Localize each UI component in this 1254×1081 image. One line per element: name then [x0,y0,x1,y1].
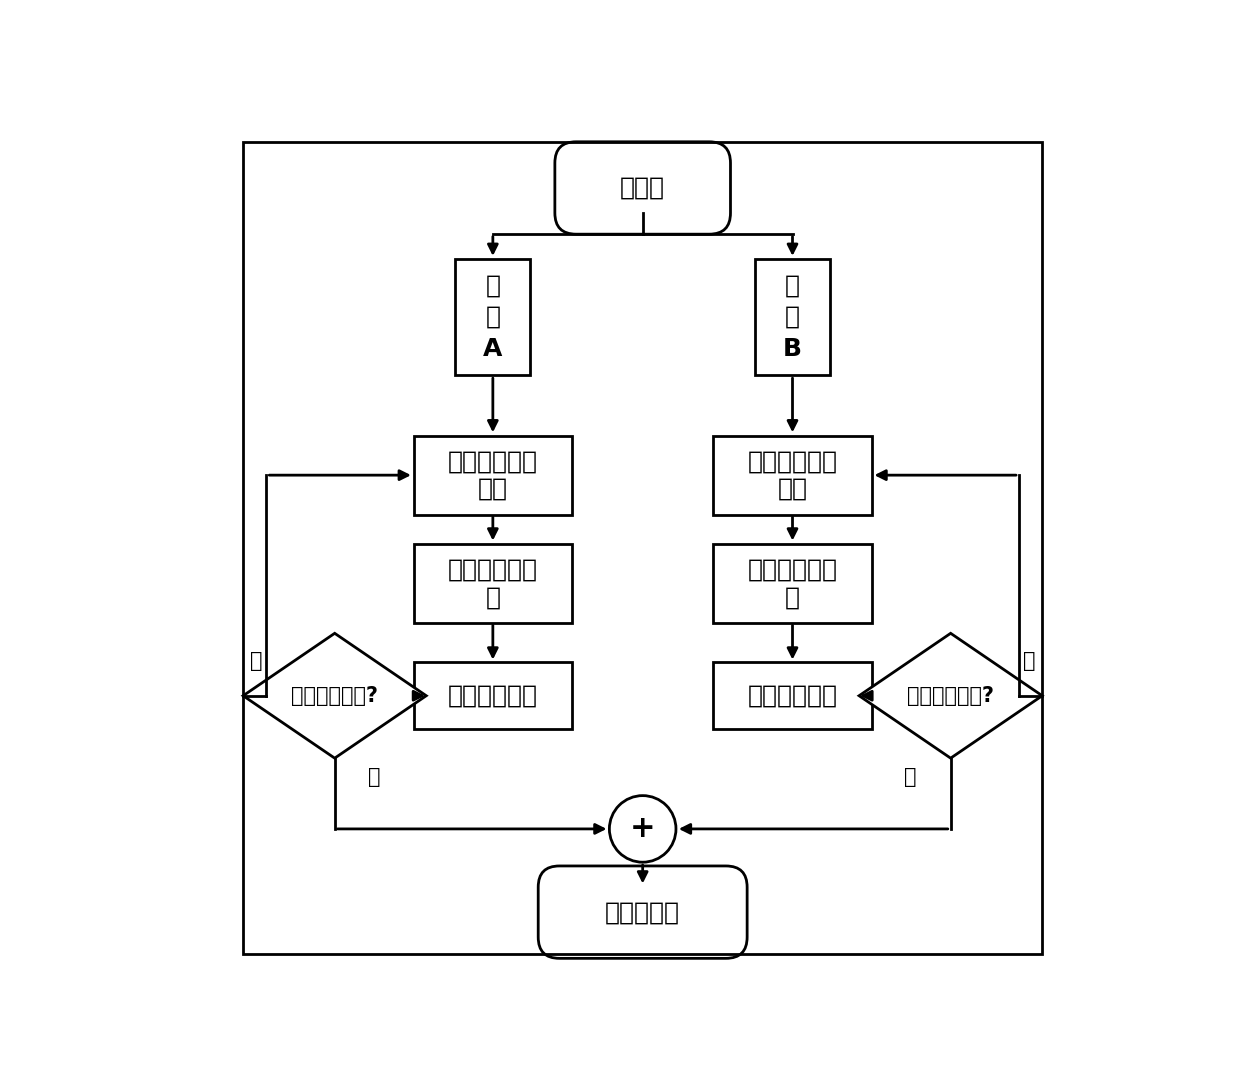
Bar [414,544,572,623]
Text: 最近距离点收
缩: 最近距离点收 缩 [448,558,538,610]
Text: 训练集: 训练集 [621,176,665,200]
Text: 否: 否 [251,651,262,671]
Bar [714,544,872,623]
Text: 新坐标点加权: 新坐标点加权 [448,683,538,708]
Text: 新坐标点加权: 新坐标点加权 [747,683,838,708]
Polygon shape [243,633,426,758]
Bar [455,258,530,375]
Text: 否: 否 [1023,651,1035,671]
Text: 是: 是 [904,768,917,787]
Circle shape [609,796,676,863]
FancyBboxPatch shape [554,142,731,235]
Text: 分
类
B: 分 类 B [782,273,803,361]
Text: 数据点间距离
计算: 数据点间距离 计算 [448,450,538,502]
Text: 到达收缩次数?: 到达收缩次数? [907,685,994,706]
Bar [414,663,572,729]
Bar [755,258,830,375]
Text: 数据点间距离
计算: 数据点间距离 计算 [747,450,838,502]
Text: 分
类
A: 分 类 A [483,273,503,361]
Bar [414,436,572,515]
Text: 最近距离点收
缩: 最近距离点收 缩 [747,558,838,610]
Text: 训练集数据: 训练集数据 [606,900,680,924]
FancyBboxPatch shape [538,866,747,959]
Text: 到达收缩次数?: 到达收缩次数? [291,685,379,706]
Bar [714,663,872,729]
Bar [714,436,872,515]
Text: +: + [630,814,656,843]
Text: 是: 是 [369,768,381,787]
Polygon shape [859,633,1042,758]
